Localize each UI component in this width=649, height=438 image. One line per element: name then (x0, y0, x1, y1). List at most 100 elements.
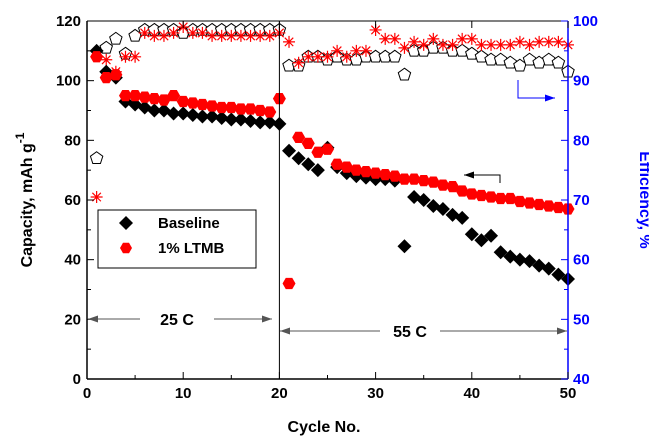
1-ltmb-point (167, 89, 181, 102)
1-ltmb-efficiency-point (417, 38, 430, 51)
1-ltmb-efficiency-point (148, 29, 161, 42)
1-ltmb-point (484, 191, 498, 203)
1-ltmb-point (407, 173, 421, 185)
baseline-point (147, 103, 162, 118)
baseline-point (195, 109, 210, 124)
baseline-efficiency-point (99, 40, 114, 54)
baseline-point (310, 163, 325, 178)
1-ltmb-efficiency-point (225, 29, 238, 42)
baseline-point (522, 254, 537, 269)
1-ltmb-efficiency-point (427, 32, 440, 45)
baseline-efficiency-point (522, 52, 537, 66)
legend-ltmb-label: 1% LTMB (158, 240, 225, 257)
baseline-point (503, 249, 518, 264)
y-left-tick-label: 40 (64, 252, 81, 269)
1-ltmb-efficiency-point (263, 29, 276, 42)
1-ltmb-efficiency-point (379, 32, 392, 45)
1-ltmb-efficiency-point (311, 50, 324, 63)
1-ltmb-efficiency-point (186, 26, 199, 39)
region-25c-label: 25 C (160, 312, 194, 329)
1-ltmb-efficiency-point (321, 50, 334, 63)
1-ltmb-efficiency-point (331, 44, 344, 57)
1-ltmb-efficiency-point (456, 32, 469, 45)
1-ltmb-efficiency-point (129, 50, 142, 63)
baseline-efficiency-point (541, 52, 556, 66)
1-ltmb-efficiency-point (254, 29, 267, 42)
1-ltmb-efficiency-point (292, 56, 305, 69)
legend: Baseline 1% LTMB (97, 209, 257, 269)
1-ltmb-point (417, 174, 431, 187)
baseline-point (541, 261, 556, 276)
baseline-point (512, 252, 527, 267)
1-ltmb-point (397, 173, 411, 185)
1-ltmb-point (282, 277, 296, 290)
1-ltmb-efficiency-point (542, 35, 555, 48)
y-axis-right-label: Efficiency, % (636, 151, 649, 249)
chart-marks (89, 20, 575, 290)
1-ltmb-point (446, 180, 460, 193)
1-ltmb-point (128, 89, 142, 102)
1-ltmb-point (436, 179, 450, 191)
1-ltmb-point (138, 91, 152, 103)
1-ltmb-point (176, 95, 190, 108)
1-ltmb-point (157, 94, 171, 106)
1-ltmb-efficiency-point (513, 35, 526, 48)
baseline-point (493, 245, 508, 260)
baseline-point (253, 115, 268, 130)
baseline-point (397, 239, 412, 254)
1-ltmb-efficiency-point (465, 32, 478, 45)
baseline-point (214, 110, 229, 125)
1-ltmb-point (523, 197, 537, 209)
1-ltmb-efficiency-point (523, 38, 536, 51)
y-axis-left-label-sup: -1 (13, 132, 27, 143)
baseline-efficiency-point (397, 67, 412, 81)
1-ltmb-point (234, 103, 248, 115)
baseline-point (435, 201, 450, 216)
1-ltmb-point (301, 137, 315, 149)
baseline-point (262, 115, 277, 130)
region-25c-annotation: 25 C (88, 312, 272, 329)
x-axis-label: Cycle No. (288, 419, 361, 436)
region-55c-annotation: 55 C (280, 324, 567, 341)
1-ltmb-efficiency-point (244, 29, 257, 42)
x-tick-label: 40 (463, 385, 480, 402)
1-ltmb-point (532, 198, 546, 211)
baseline-point (224, 112, 239, 127)
1-ltmb-point (186, 97, 200, 109)
y-left-tick-label: 0 (73, 371, 81, 388)
left-axis-arrow (464, 171, 501, 183)
1-ltmb-efficiency-point (215, 29, 228, 42)
1-ltmb-efficiency-point (504, 38, 517, 51)
baseline-efficiency-point (109, 31, 123, 45)
1-ltmb-efficiency-point (436, 38, 449, 51)
1-ltmb-efficiency-point (90, 191, 103, 204)
1-ltmb-point (205, 100, 219, 112)
1-ltmb-efficiency-point (119, 50, 132, 63)
baseline-efficiency-point (455, 43, 469, 57)
baseline-point (166, 106, 181, 121)
baseline-point (484, 228, 499, 243)
y-left-tick-label: 20 (64, 311, 81, 328)
right-axis-arrow (517, 80, 555, 102)
legend-ltmb-marker (120, 242, 132, 254)
1-ltmb-efficiency-point (533, 35, 546, 48)
baseline-efficiency-point (493, 52, 508, 66)
1-ltmb-point (542, 200, 556, 212)
1-ltmb-efficiency-point (398, 41, 411, 54)
y-left-tick-label: 60 (64, 192, 81, 209)
1-ltmb-point (244, 103, 258, 115)
1-ltmb-efficiency-point (167, 26, 180, 39)
x-tick-label: 10 (175, 385, 192, 402)
baseline-point (185, 107, 200, 122)
1-ltmb-efficiency-point (475, 38, 488, 51)
baseline-efficiency-point (465, 46, 479, 60)
1-ltmb-point (359, 166, 373, 178)
1-ltmb-point (369, 167, 383, 179)
baseline-point (282, 143, 297, 158)
y-left-tick-label: 80 (64, 132, 81, 149)
1-ltmb-point (253, 104, 267, 117)
baseline-efficiency-point (503, 55, 518, 69)
1-ltmb-point (215, 101, 229, 114)
1-ltmb-efficiency-point (138, 26, 151, 39)
